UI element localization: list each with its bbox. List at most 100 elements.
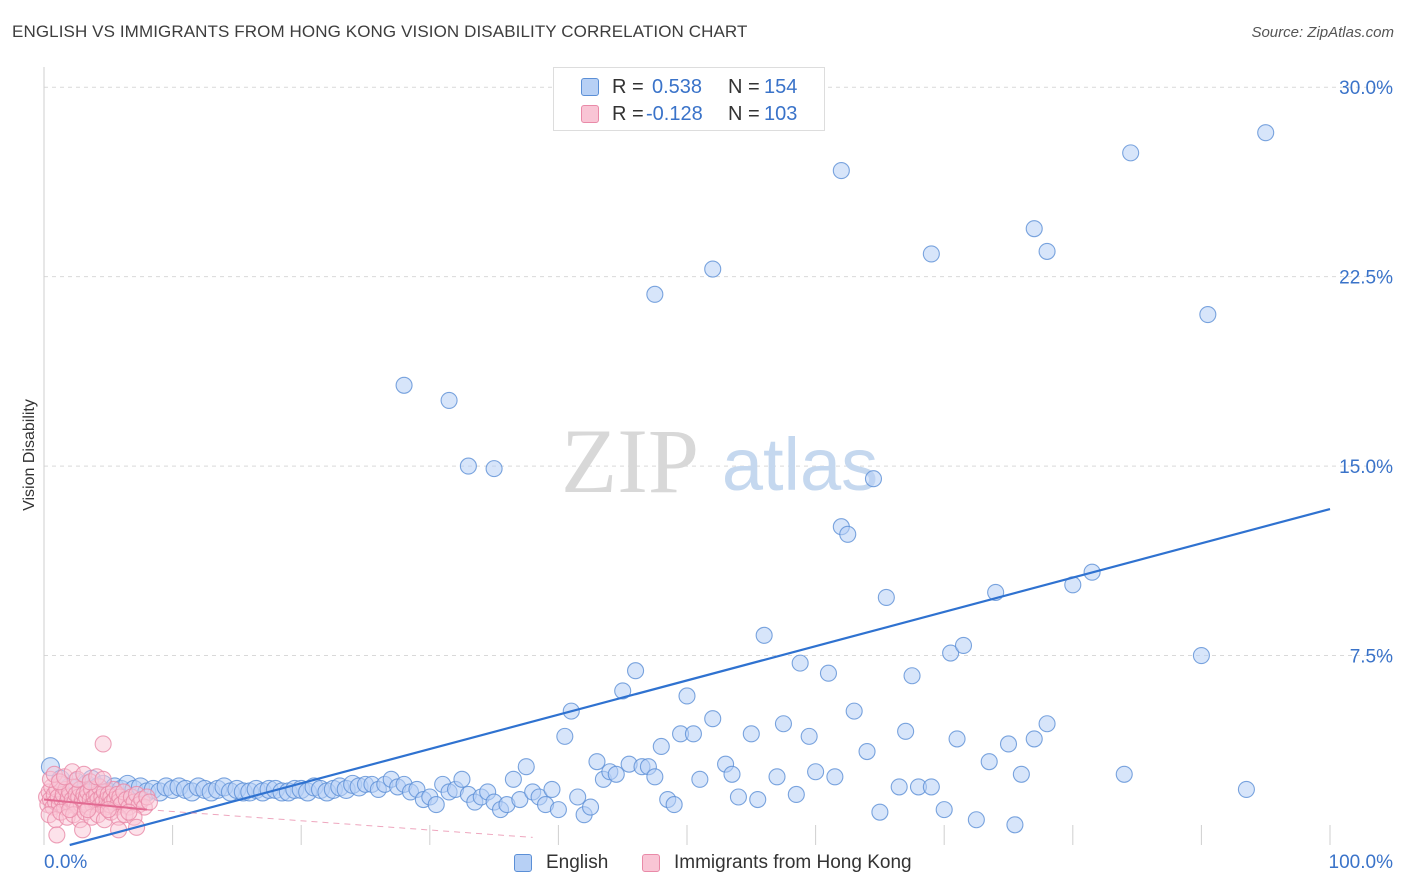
english-point (543, 780, 561, 798)
english-point (504, 770, 522, 788)
english-point (1122, 144, 1140, 162)
english-n-label: N = (728, 75, 760, 98)
english-n-value: 154 (764, 75, 798, 98)
english-point (897, 722, 915, 740)
english-point (942, 644, 960, 662)
hk-swatch (581, 105, 599, 123)
english-point (819, 664, 838, 682)
hk-point (48, 826, 66, 844)
english-point (485, 460, 503, 478)
english-point (627, 662, 645, 680)
english-point (877, 588, 895, 607)
y-tick-label: 15.0% (1339, 457, 1393, 478)
english-point (871, 803, 889, 821)
english-point (569, 788, 587, 806)
english-point (807, 763, 825, 781)
english-point (729, 788, 747, 806)
stats-box: R = 0.538 N = 154 R = -0.128 N = 103 (553, 67, 825, 131)
english-point (1006, 816, 1024, 834)
english-point (459, 457, 477, 475)
english-point (742, 725, 760, 743)
english-point (826, 768, 844, 786)
english-point (864, 470, 883, 488)
legend-hk[interactable]: Immigrants from Hong Kong (642, 852, 912, 874)
english-point (453, 770, 471, 788)
stats-row-english: R = 0.538 N = 154 (554, 74, 824, 100)
english-point (588, 753, 606, 771)
watermark: ZIP atlas (561, 410, 878, 512)
english-point (768, 768, 786, 786)
english-point (845, 702, 863, 720)
hk-r-value: -0.128 (646, 102, 703, 125)
english-point (787, 785, 805, 804)
hk-trend-extension (146, 809, 533, 838)
english-r-label: R = (612, 75, 644, 98)
english-point (517, 758, 535, 776)
hk-n-label: N = (728, 102, 760, 125)
english-point (903, 667, 921, 685)
english-point (1115, 765, 1133, 783)
grid-lines (43, 67, 1390, 845)
english-trend-line (69, 507, 1331, 847)
english-point (774, 715, 793, 733)
source-credit: Source: ZipAtlas.com (1251, 24, 1394, 41)
english-point (1038, 715, 1056, 733)
english-point (1038, 242, 1056, 260)
legend: English Immigrants from Hong Kong (0, 852, 1406, 878)
hk-trend-line (43, 798, 147, 811)
hk-r-label: R = (612, 102, 644, 125)
english-point (999, 735, 1018, 753)
english-point (723, 765, 741, 783)
hk-n-value: 103 (764, 102, 798, 125)
english-point (614, 682, 632, 700)
english-point (954, 636, 973, 654)
english-point (1192, 647, 1210, 665)
english-point (1012, 765, 1030, 783)
hk-point (94, 770, 112, 788)
english-point (749, 790, 767, 809)
english-point (800, 727, 818, 745)
english-point (922, 245, 940, 263)
trend-lines (43, 507, 1331, 847)
english-point (652, 737, 670, 756)
english-point (839, 525, 857, 543)
english-point (832, 162, 850, 180)
english-point (684, 725, 702, 743)
english-point (427, 796, 445, 814)
english-point (980, 753, 998, 771)
stats-row-hk: R = -0.128 N = 103 (554, 101, 824, 127)
english-point (581, 798, 600, 816)
legend-hk-label: Immigrants from Hong Kong (674, 852, 912, 873)
english-point (646, 285, 664, 303)
legend-hk-swatch (642, 854, 660, 872)
y-tick-label: 30.0% (1339, 78, 1393, 99)
english-point (549, 801, 567, 819)
english-point (1199, 305, 1217, 324)
legend-english-swatch (514, 854, 532, 872)
hk-point (74, 821, 92, 839)
hk-point (79, 801, 97, 819)
y-tick-label: 22.5% (1339, 268, 1393, 289)
watermark-atlas: atlas (722, 423, 878, 506)
english-point (440, 391, 458, 409)
english-point (665, 796, 683, 814)
english-point (935, 801, 953, 819)
english-point (755, 626, 773, 644)
english-point (1257, 124, 1275, 142)
english-point (704, 710, 722, 728)
english-point (556, 727, 574, 745)
english-point (511, 790, 529, 809)
x-tick-max: 100.0% (1328, 852, 1393, 873)
legend-english-label: English (546, 852, 609, 873)
english-point (1025, 220, 1043, 238)
watermark-zip: ZIP (561, 410, 699, 512)
y-tick-label: 7.5% (1350, 647, 1393, 668)
english-point (1237, 780, 1255, 798)
legend-english[interactable]: English (514, 852, 608, 874)
y-tick-labels: 7.5% 15.0% 22.5% 30.0% (1339, 78, 1393, 667)
hk-point (99, 801, 117, 819)
hk-point (94, 735, 112, 753)
x-tick-min: 0.0% (44, 852, 88, 873)
english-point (607, 765, 625, 783)
